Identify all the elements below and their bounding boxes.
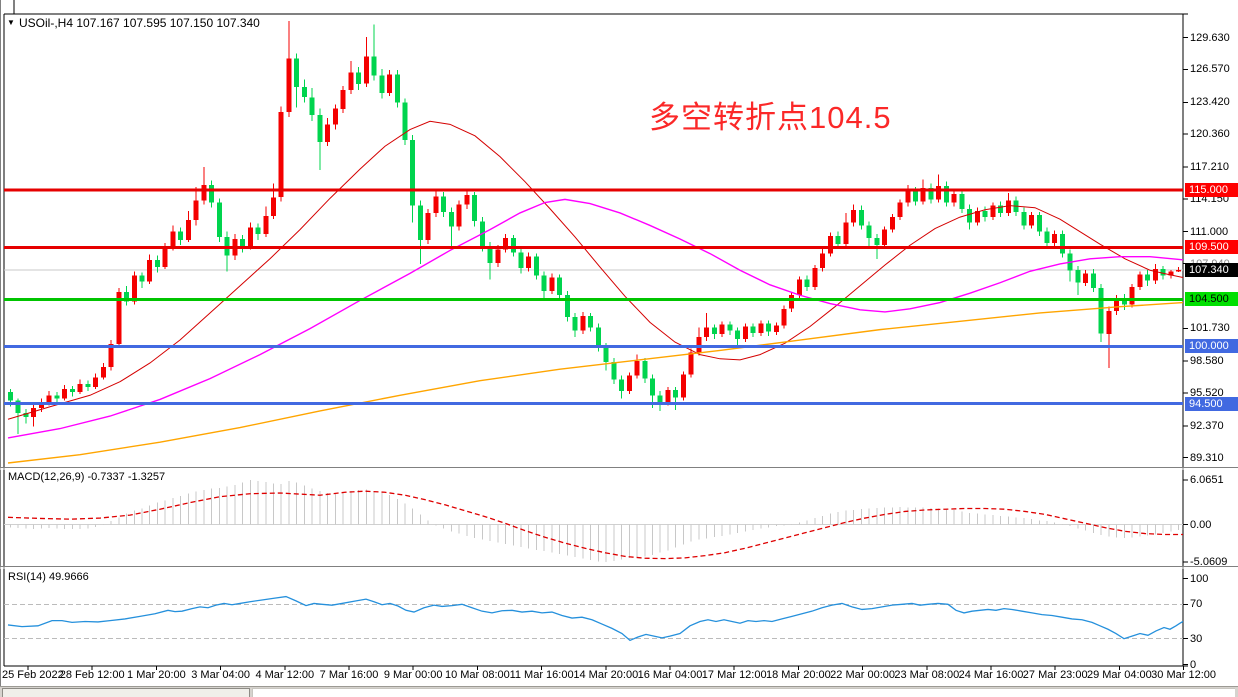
- horizontal-scrollbar[interactable]: [0, 686, 1238, 697]
- scrollbar-thumb[interactable]: [2, 688, 250, 697]
- candlestick-series: [8, 21, 1181, 434]
- scrollbar-track[interactable]: [252, 688, 1235, 697]
